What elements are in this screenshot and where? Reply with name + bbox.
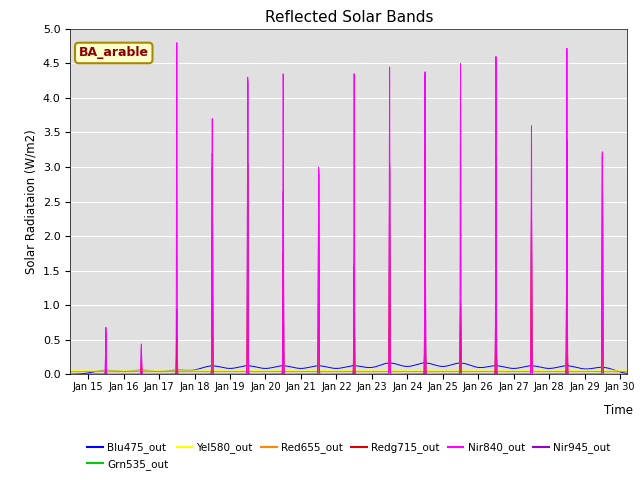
Grn535_out — [95, 372, 103, 377]
Yel580_out — [485, 367, 493, 373]
Nir840_out — [422, 367, 429, 372]
Line: Red655_out: Red655_out — [70, 233, 627, 372]
Blu475_out — [485, 364, 493, 370]
Redg715_out — [485, 372, 493, 377]
Blu475_out — [95, 368, 103, 373]
Line: Nir840_out: Nir840_out — [70, 43, 627, 374]
X-axis label: Time: Time — [604, 404, 633, 417]
Red655_out — [95, 369, 103, 374]
Blu475_out — [67, 372, 74, 377]
Yel580_out — [95, 367, 103, 373]
Line: Nir945_out: Nir945_out — [70, 74, 627, 374]
Blu475_out — [623, 371, 631, 376]
Grn535_out — [522, 372, 529, 377]
Redg715_out — [422, 367, 429, 372]
Line: Redg715_out: Redg715_out — [70, 141, 627, 374]
Blu475_out — [422, 360, 429, 365]
Yel580_out — [514, 367, 522, 373]
Nir945_out — [485, 372, 493, 377]
Nir945_out — [514, 372, 522, 377]
Yel580_out — [500, 367, 508, 373]
Red655_out — [485, 369, 493, 374]
Redg715_out — [514, 372, 522, 377]
Blu475_out — [500, 364, 508, 370]
Redg715_out — [623, 372, 631, 377]
Red655_out — [67, 369, 74, 374]
Blu475_out — [421, 312, 429, 317]
Yel580_out — [623, 367, 631, 373]
Redg715_out — [95, 372, 103, 377]
Redg715_out — [67, 372, 74, 377]
Blu475_out — [514, 365, 522, 371]
Text: BA_arable: BA_arable — [79, 47, 148, 60]
Nir840_out — [522, 372, 529, 377]
Nir945_out — [500, 372, 508, 377]
Grn535_out — [422, 370, 429, 376]
Red655_out — [522, 369, 529, 374]
Nir840_out — [623, 372, 631, 377]
Yel580_out — [422, 365, 429, 371]
Line: Grn535_out: Grn535_out — [70, 309, 627, 374]
Nir945_out — [95, 372, 103, 377]
Nir840_out — [173, 40, 180, 46]
Nir840_out — [500, 372, 508, 377]
Y-axis label: Solar Radiataion (W/m2): Solar Radiataion (W/m2) — [24, 129, 37, 274]
Grn535_out — [485, 372, 493, 377]
Yel580_out — [522, 367, 529, 373]
Blu475_out — [522, 363, 529, 369]
Yel580_out — [67, 367, 74, 373]
Redg715_out — [563, 138, 571, 144]
Grn535_out — [500, 372, 508, 377]
Nir945_out — [623, 372, 631, 377]
Title: Reflected Solar Bands: Reflected Solar Bands — [264, 10, 433, 25]
Red655_out — [563, 230, 571, 236]
Nir945_out — [522, 372, 529, 377]
Line: Blu475_out: Blu475_out — [70, 314, 627, 374]
Redg715_out — [500, 372, 508, 377]
Nir945_out — [67, 372, 74, 377]
Red655_out — [500, 369, 508, 374]
Grn535_out — [492, 306, 500, 312]
Nir945_out — [421, 71, 429, 77]
Red655_out — [623, 369, 631, 374]
Redg715_out — [522, 372, 529, 377]
Red655_out — [514, 369, 522, 374]
Nir840_out — [485, 372, 493, 377]
Grn535_out — [623, 372, 631, 377]
Nir840_out — [67, 372, 74, 377]
Grn535_out — [514, 372, 522, 377]
Nir840_out — [514, 372, 522, 377]
Grn535_out — [67, 372, 74, 377]
Yel580_out — [527, 264, 535, 270]
Legend: Blu475_out, Grn535_out, Yel580_out, Red655_out, Redg715_out, Nir840_out, Nir945_: Blu475_out, Grn535_out, Yel580_out, Red6… — [83, 438, 614, 474]
Line: Yel580_out: Yel580_out — [70, 267, 627, 370]
Red655_out — [422, 366, 429, 372]
Nir840_out — [95, 372, 103, 377]
Nir945_out — [422, 367, 429, 372]
